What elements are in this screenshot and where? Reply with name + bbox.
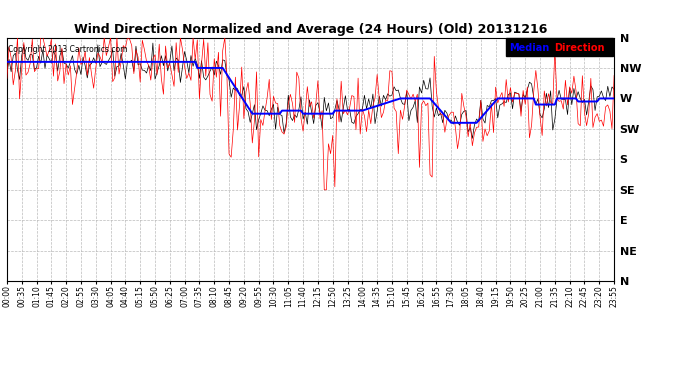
Text: Median: Median xyxy=(509,43,549,52)
Text: Direction: Direction xyxy=(554,43,604,52)
Title: Wind Direction Normalized and Average (24 Hours) (Old) 20131216: Wind Direction Normalized and Average (2… xyxy=(74,23,547,36)
Text: Copyright 2013 Cartronics.com: Copyright 2013 Cartronics.com xyxy=(8,45,127,54)
